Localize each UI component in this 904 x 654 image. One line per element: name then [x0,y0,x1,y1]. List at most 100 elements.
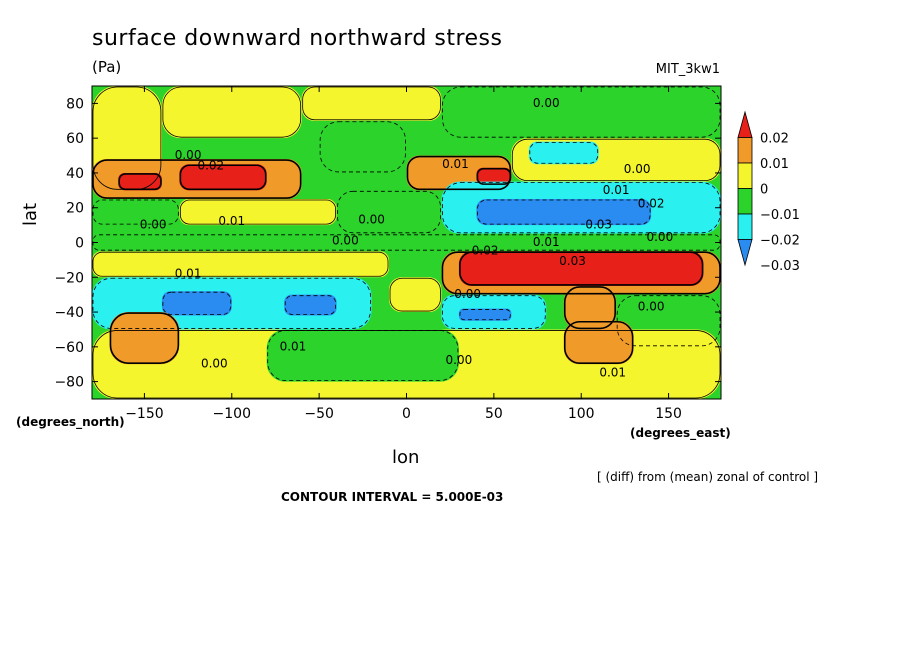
colorbar-label-0: 0.02 [760,132,789,147]
contour-label-5: 0.01 [603,183,630,197]
contour-label-17: 0.00 [454,287,481,301]
x-tick-label-1: −100 [213,406,251,422]
x-tick-label-6: 150 [655,406,682,422]
y-tick-label-5: −20 [54,270,84,286]
field-region-18 [92,251,390,278]
field-region-27 [563,285,617,330]
contour-line-26 [459,251,704,286]
field-region-26 [458,251,704,286]
y-axis-label: lat [20,202,41,226]
field-region-16 [476,199,652,226]
field-region-3 [441,86,721,139]
x-axis-label: lon [392,447,420,468]
y-tick-label-4: 0 [75,236,84,252]
contour-line-24 [459,309,511,321]
contour-label-19: 0.01 [280,339,307,353]
contour-line-12 [92,199,179,225]
field-region-1 [161,86,302,139]
contour-label-10: 0.00 [358,212,385,226]
colorbar-segment-1 [737,137,753,164]
contour-label-18: 0.00 [638,299,665,313]
contour-label-13: 0.01 [533,235,560,249]
field-region-5 [118,172,162,191]
contour-label-21: 0.00 [446,353,473,367]
contour-label-14: 0.03 [559,254,586,268]
contour-label-20: 0.00 [201,357,228,371]
contour-line-10 [511,138,721,182]
contour-line-18 [92,251,389,277]
field-region-24 [458,308,512,321]
contour-labels: 0.000.000.02 0.01 0.000.010.020.030.00 0.01… [140,96,673,380]
field-region-6 [179,164,267,191]
field-region-30 [109,312,180,365]
contour-label-16: 0.01 [175,266,202,280]
colorbar-label-3: −0.01 [760,208,800,223]
y-axis-unit: (degrees_north) [16,415,125,429]
field-region-32 [563,320,634,365]
contour-line-13 [179,199,337,225]
contour-interval: CONTOUR INTERVAL = 5.000E-03 [281,490,504,504]
field-region-11 [528,141,599,165]
colorbar-segment-2 [737,162,753,189]
contour-label-12: 0.02 [472,244,499,258]
field-regions [92,86,721,399]
contour-label-22: 0.01 [599,365,626,379]
contour-line-22 [389,277,441,312]
contour-label-1: 0.00 [175,148,202,162]
field-region-12 [92,199,180,226]
colorbar-label-2: 0 [760,183,768,198]
colorbar-segment-4 [737,213,753,240]
field-region-2 [301,86,442,121]
contour-label-11: 0.00 [332,233,359,247]
diff-note: [ (diff) from (mean) zonal of control ] [597,470,819,484]
field-region-13 [179,199,337,226]
y-axis-ticks: 80 60 40 20 0 −20 −40 −60 −80 [54,96,721,391]
contour-label-7: 0.03 [585,218,612,232]
contour-line-32 [563,320,634,365]
contour-label-8: 0.00 [140,218,167,232]
contour-line-31 [267,330,459,382]
field-region-17 [92,233,721,252]
contour-line-9 [476,167,512,185]
field-region-9 [476,167,512,186]
x-axis-unit: (degrees_east) [630,426,731,440]
y-tick-label-7: −60 [54,340,84,356]
field-region-21 [284,294,337,316]
contour-label-2: 0.02 [197,158,224,172]
contour-line-20 [162,291,232,315]
colorbar: 0.02 0.01 0 −0.01 −0.02 −0.03 [737,110,800,274]
colorbar-label-1: 0.01 [760,157,789,172]
colorbar-segment-5 [737,239,753,267]
contour-line-16 [476,199,651,225]
contour-line-14 [337,190,441,234]
y-tick-label-3: 20 [66,201,84,217]
contour-line-30 [109,312,180,365]
x-tick-label-4: 50 [485,406,503,422]
colorbar-segment-3 [737,188,753,215]
contour-label-6: 0.02 [638,197,665,211]
y-tick-label-1: 60 [66,131,84,147]
contour-label-9: 0.01 [218,214,245,228]
contour-label-15: 0.00 [646,230,673,244]
contour-line-23 [442,295,546,329]
colorbar-label-5: −0.03 [760,259,800,274]
field-region-22 [389,277,442,313]
x-tick-label-3: 0 [402,406,411,422]
contour-line-21 [284,295,337,315]
contour-line-11 [529,142,599,164]
field-region-20 [161,291,232,316]
contour-line-5 [118,173,162,191]
model-name: MIT_3kw1 [655,62,720,77]
field-region-31 [266,329,459,382]
x-axis-ticks: −150 −100 −50 0 50 100 150 [125,86,682,422]
y-tick-label-6: −40 [54,305,84,321]
contour-line-19 [92,277,371,329]
y-tick-label-2: 40 [66,166,84,182]
x-tick-label-5: 100 [568,406,595,422]
chart-title: surface downward northward stress [92,26,503,51]
contour-line-4 [92,159,302,199]
x-tick-label-2: −50 [304,406,334,422]
contour-line-6 [179,164,267,191]
y-tick-label-0: 80 [66,96,84,112]
